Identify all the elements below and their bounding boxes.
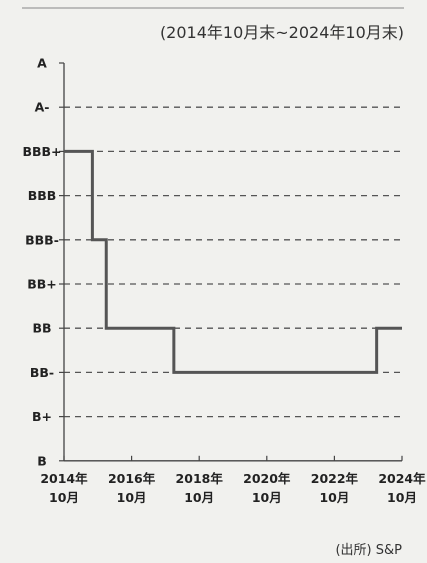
y-tick-label: BB- (30, 365, 54, 380)
x-tick-label-year: 2014年 (40, 471, 88, 486)
y-tick-labels: A A- BBB+ BBB BBB- BB+ BB BB- B+ B (22, 56, 61, 469)
y-tick-label: B (37, 453, 47, 468)
x-tick-label-year: 2020年 (243, 471, 291, 486)
x-tick-label-year: 2018年 (176, 471, 224, 486)
x-tick-label-month: 10月 (319, 490, 349, 505)
x-tick-label-month: 10月 (49, 490, 79, 505)
x-tick-label-month: 10月 (387, 490, 417, 505)
y-tick-label: BB (32, 321, 51, 336)
x-tick-labels: 2014年 10月 2016年 10月 2018年 10月 2020年 10月 2022年 10月… (40, 471, 426, 505)
period-note: (2014年10月末~2024年10月末) (160, 23, 404, 42)
y-tick-label: BBB- (25, 232, 59, 247)
y-tick-label: B+ (32, 409, 52, 424)
x-tick-label-month: 10月 (252, 490, 282, 505)
x-tick-label-year: 2024年 (378, 471, 426, 486)
y-tick-label: BBB (28, 188, 57, 203)
y-tick-label: BB+ (27, 277, 57, 292)
grid-lines (64, 106, 402, 418)
x-tick-label-month: 10月 (184, 490, 214, 505)
x-tick-label-year: 2022年 (311, 471, 359, 486)
rating-step-line (64, 149, 402, 374)
y-tick-label: A- (35, 100, 50, 115)
series-layer (64, 149, 402, 374)
axes (59, 62, 403, 462)
y-tick-label: BBB+ (22, 144, 61, 159)
source-note: (出所) S&P (335, 543, 402, 558)
x-tick-label-year: 2016年 (108, 471, 156, 486)
y-tick-label: A (37, 56, 47, 71)
x-tick-label-month: 10月 (117, 490, 147, 505)
